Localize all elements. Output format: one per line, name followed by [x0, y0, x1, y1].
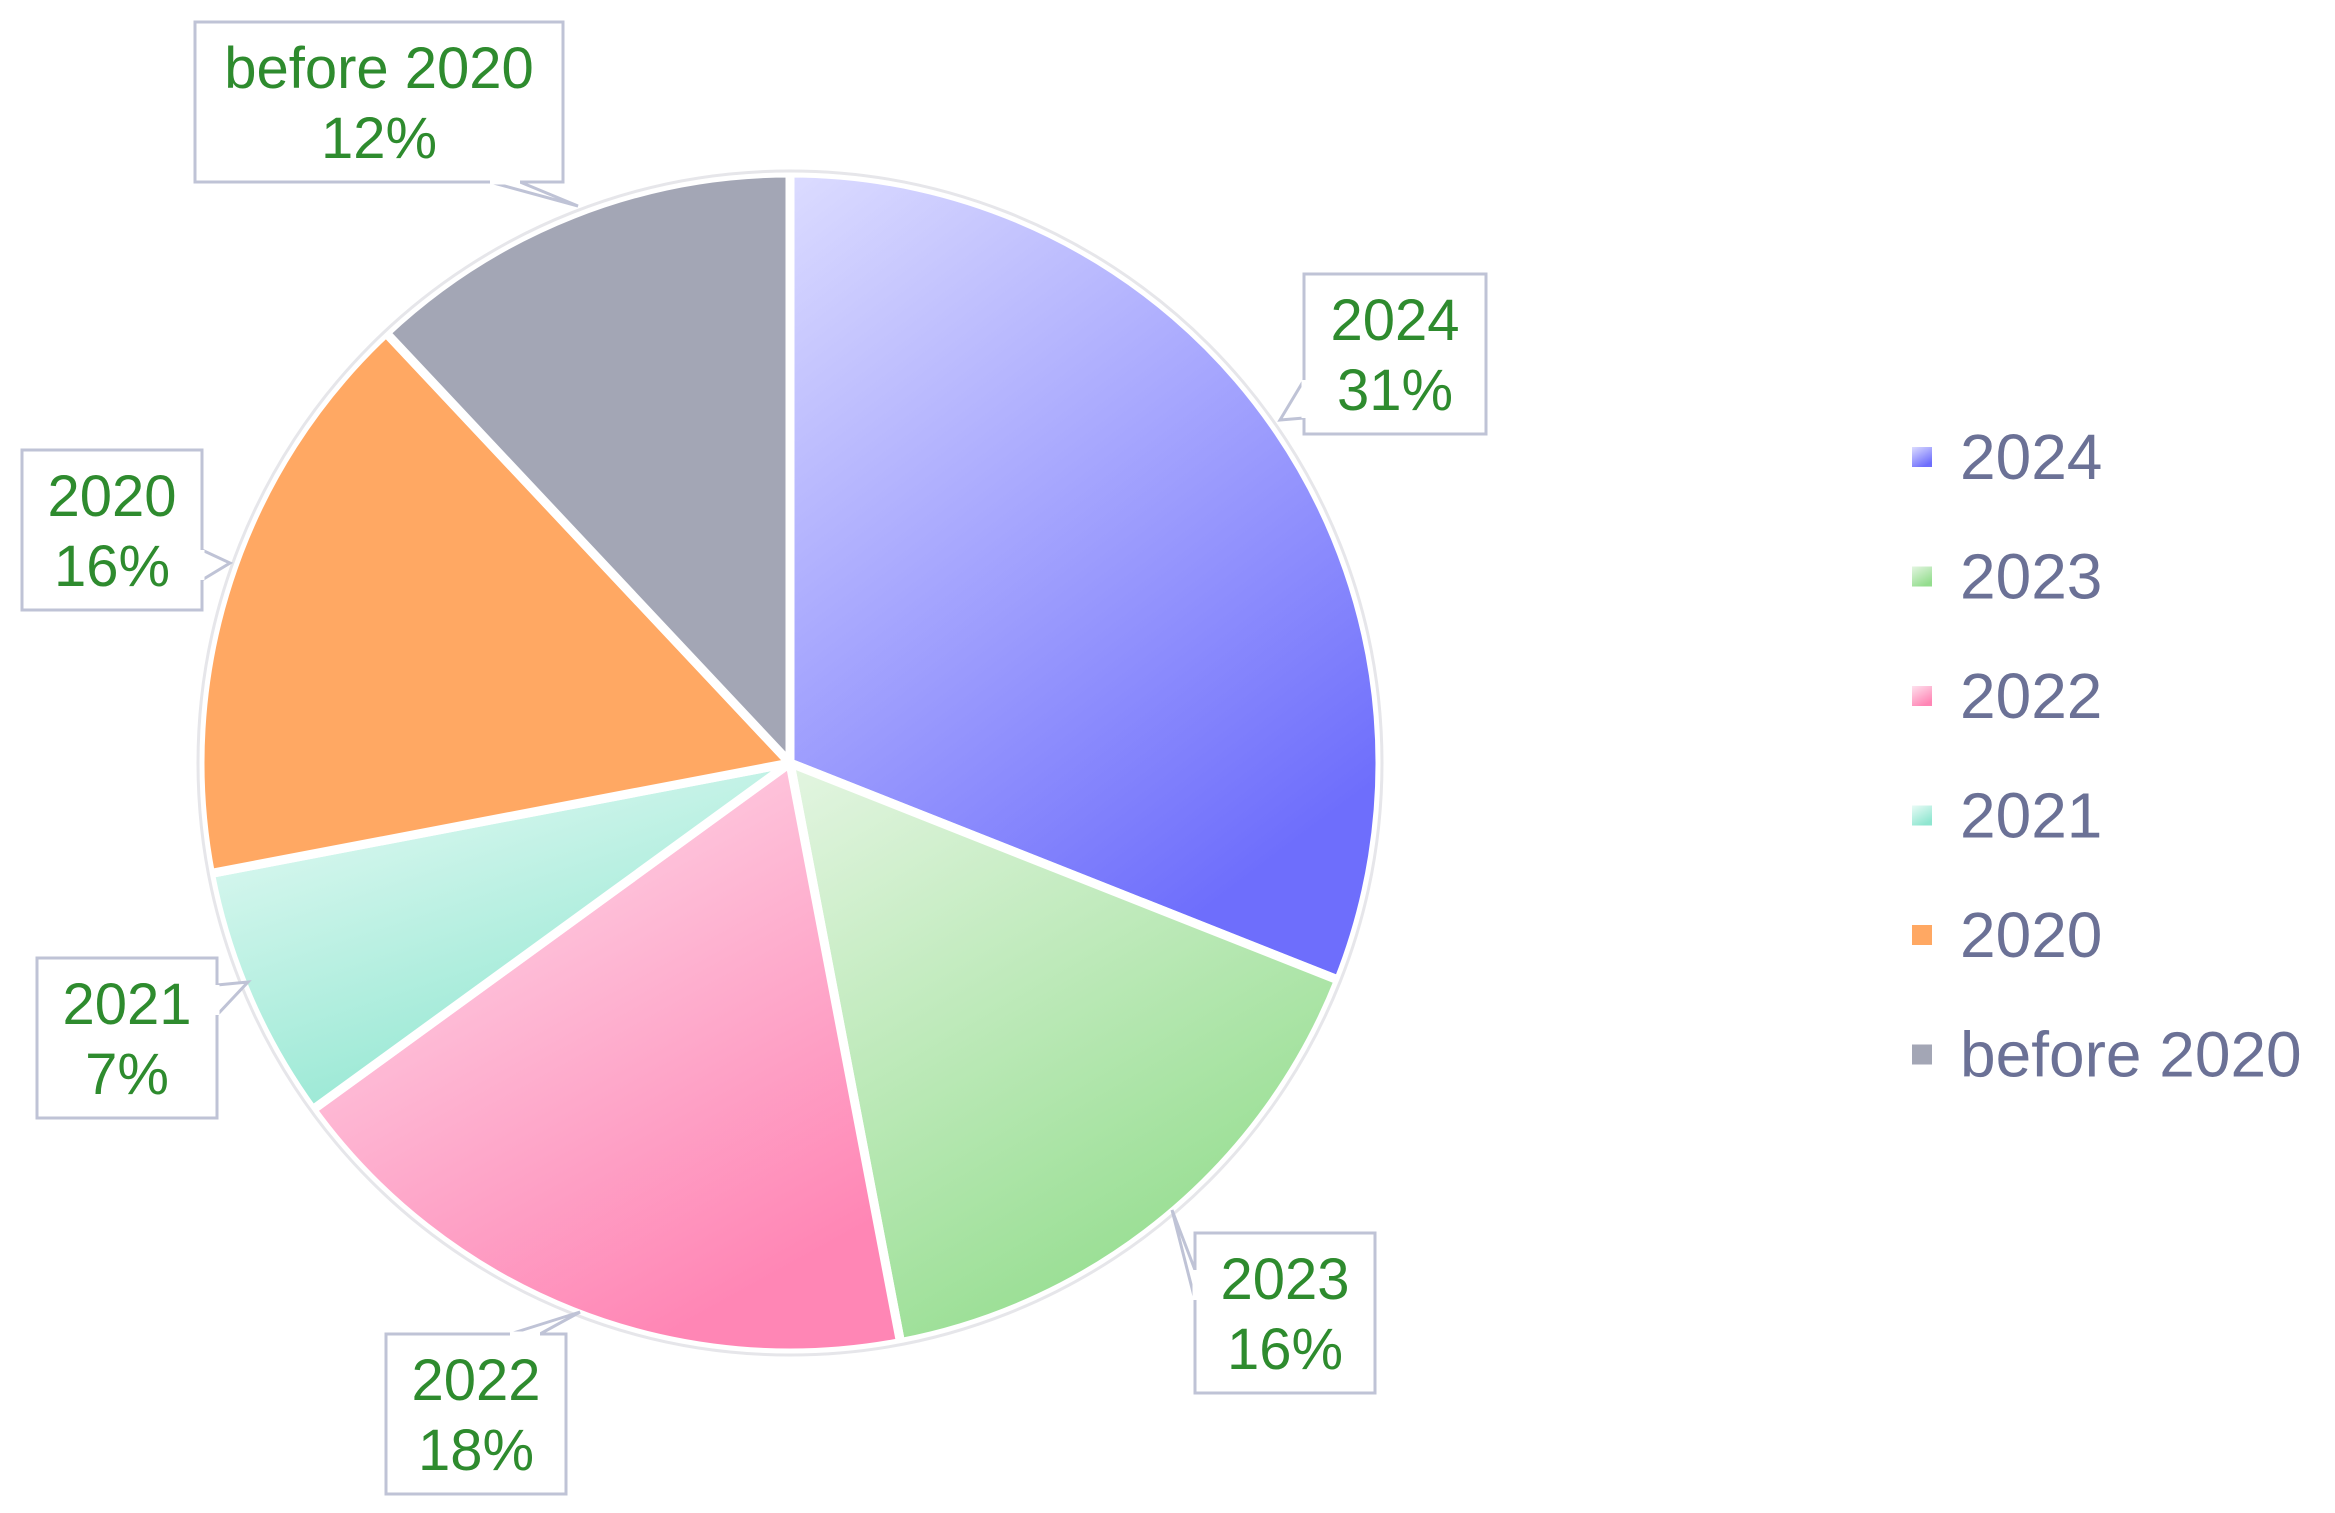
legend-item-2023: 2023 — [1912, 541, 2102, 613]
legend-swatch — [1912, 686, 1932, 706]
legend-swatch — [1912, 805, 1932, 826]
legend-swatch — [1912, 566, 1932, 587]
callout-box — [384, 1332, 568, 1496]
callout-box — [35, 956, 219, 1120]
callout-pointer — [509, 1310, 581, 1336]
legend-label: 2024 — [1960, 421, 2102, 493]
pie-data-labels: 202431%202316%202218%20217%202016%before… — [20, 20, 1488, 1496]
data-label-category: 2021 — [62, 972, 191, 1037]
callout-box — [20, 448, 204, 612]
legend-item-2024: 2024 — [1912, 421, 2102, 493]
data-label-value: 7% — [85, 1042, 169, 1107]
callout-box — [1302, 272, 1488, 436]
legend-label: 2021 — [1960, 780, 2102, 852]
legend: 2024 2023 2022 2021 2020 before 2020 — [1912, 421, 2302, 1091]
callout-box — [193, 20, 565, 184]
callout-box — [1193, 1231, 1377, 1395]
pie-slice-2020 — [195, 328, 795, 879]
callout-pointer — [1170, 1209, 1197, 1301]
pie-slice-2024 — [785, 168, 1385, 985]
data-label-category: 2022 — [411, 1348, 540, 1413]
legend-item-before-2020: before 2020 — [1912, 1019, 2302, 1091]
legend-item-2020: 2020 — [1912, 899, 2102, 971]
data-label-value: 18% — [418, 1418, 534, 1483]
data-label-category: 2020 — [47, 464, 176, 529]
pie-slice-2022 — [308, 758, 906, 1358]
callout-pointer — [489, 180, 579, 208]
legend-label: 2020 — [1960, 899, 2102, 971]
legend-label: 2022 — [1960, 660, 2102, 732]
legend-item-2022: 2022 — [1912, 660, 2102, 732]
data-label-category: before 2020 — [224, 36, 534, 101]
legend-label: before 2020 — [1960, 1019, 2302, 1091]
legend-swatch — [1912, 925, 1932, 945]
pie-outline — [196, 169, 1384, 1357]
legend-swatch — [1912, 1044, 1932, 1065]
callout-pointer — [215, 980, 252, 1019]
legend-item-2021: 2021 — [1912, 780, 2102, 852]
legend-swatch — [1912, 447, 1932, 467]
pie-slice-2023 — [785, 758, 1344, 1348]
callout-pointer — [1277, 374, 1306, 422]
data-label-category: 2023 — [1220, 1247, 1349, 1312]
callout-pointer — [200, 547, 234, 583]
data-label-value: 16% — [1227, 1317, 1343, 1382]
pie-slice-before-2020 — [381, 168, 795, 768]
data-label-value: 12% — [321, 106, 437, 171]
data-label-value: 16% — [54, 534, 170, 599]
data-label-value: 31% — [1337, 358, 1453, 423]
data-label-category: 2024 — [1330, 288, 1459, 353]
pie-slices — [195, 168, 1385, 1358]
legend-label: 2023 — [1960, 541, 2102, 613]
